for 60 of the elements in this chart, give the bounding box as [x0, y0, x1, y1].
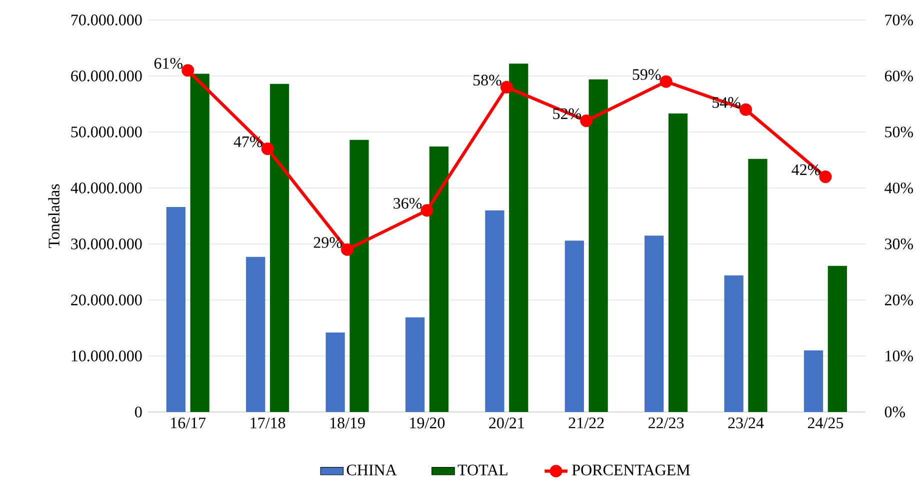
bar: [644, 236, 664, 412]
legend-label: CHINA: [346, 464, 397, 476]
y2-tick-label: 20%: [884, 294, 914, 306]
bar: [190, 74, 210, 412]
point: [420, 204, 434, 217]
x-tick-label: 22/23: [648, 418, 684, 428]
y-tick-label: 0: [135, 406, 142, 418]
y-axis-title: Toneladas: [48, 184, 60, 248]
point: [580, 114, 593, 128]
y-tick-label: 30.000.000: [71, 238, 142, 250]
y2-tick-label: 0%: [884, 406, 906, 418]
bar: [350, 140, 369, 412]
y2-tick-label: 40%: [884, 182, 914, 194]
point: [182, 64, 194, 77]
bar: [804, 350, 824, 412]
x-tick-label: 16/17: [171, 418, 206, 428]
y-tick-label: 70.000.000: [71, 14, 142, 26]
point: [660, 75, 672, 88]
x-tick-label: 19/20: [410, 418, 445, 428]
data-label: 59%: [632, 69, 661, 80]
data-label: 58%: [473, 74, 502, 86]
bar: [166, 207, 186, 412]
bar: [246, 256, 266, 412]
y-tick-label: 10.000.000: [72, 350, 142, 362]
data-label: 36%: [394, 198, 422, 209]
legend-label: PORCENTAGEM: [572, 464, 690, 476]
bar: [429, 146, 448, 412]
point: [261, 142, 274, 156]
y-tick-label: 40.000.000: [70, 182, 142, 194]
bar: [405, 317, 425, 412]
bar: [564, 240, 584, 412]
x-tick-label: 18/19: [330, 418, 365, 428]
bar: [509, 64, 528, 412]
x-tick-label: 21/22: [568, 418, 604, 428]
x-tick-label: 24/25: [808, 418, 844, 428]
bar: [724, 275, 744, 412]
x-tick-label: 20/21: [489, 418, 524, 428]
bar: [588, 79, 608, 412]
data-label: 61%: [154, 58, 183, 69]
y2-tick-label: 70%: [885, 14, 914, 26]
bar: [828, 266, 847, 412]
x-tick-label: 23/24: [728, 418, 764, 428]
bar: [326, 332, 345, 412]
x-tick-label: 17/18: [250, 418, 286, 428]
point: [340, 243, 354, 256]
y2-tick-label: 60%: [884, 70, 914, 82]
point: [500, 80, 513, 94]
y-tick-label: 20.000.000: [71, 294, 142, 306]
y2-tick-label: 10%: [886, 350, 914, 362]
y2-tick-label: 30%: [885, 238, 914, 250]
y-tick-label: 50.000.000: [71, 126, 142, 138]
y2-tick-label: 50%: [885, 126, 914, 138]
point: [819, 170, 832, 184]
point: [740, 103, 752, 116]
bar: [668, 114, 688, 412]
y-tick-label: 60.000.000: [71, 70, 142, 82]
bar: [748, 158, 768, 412]
bar: [270, 84, 290, 412]
bar: [485, 210, 504, 412]
legend-label: TOTAL: [458, 464, 508, 476]
